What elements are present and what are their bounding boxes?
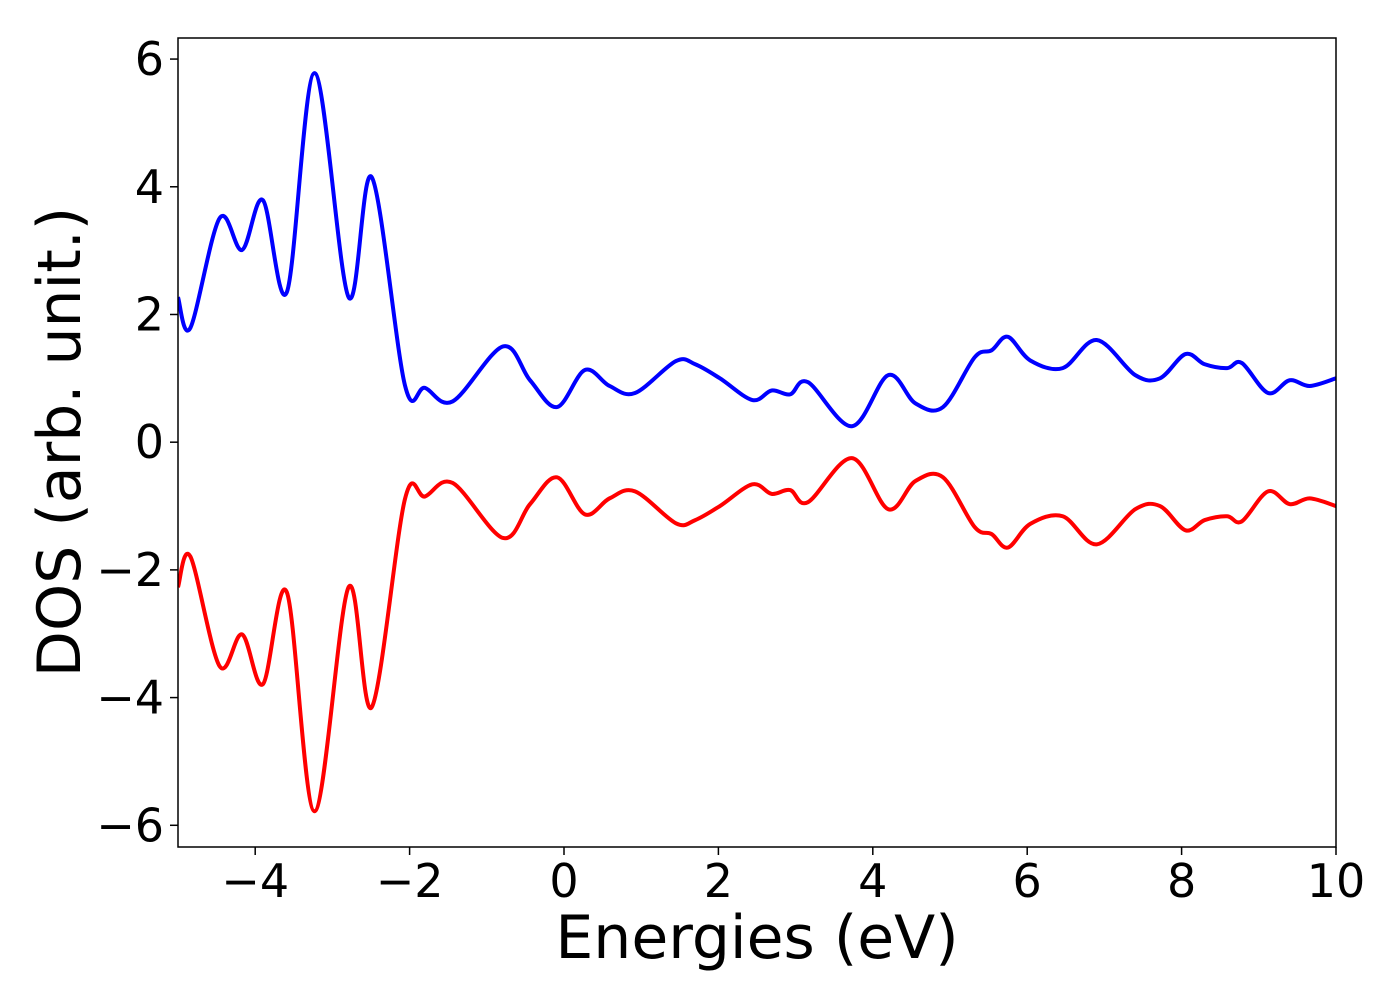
y-tick-label: −6 [96, 798, 164, 852]
y-tick-label: 2 [135, 287, 164, 341]
x-tick-label: 2 [704, 854, 733, 908]
line-series [178, 456, 1336, 814]
y-axis-label: DOS (arb. unit.) [25, 207, 95, 677]
x-tick-label: 4 [858, 854, 887, 908]
line-series [178, 71, 1336, 429]
y-tick-label: −2 [96, 543, 164, 597]
x-tick-label: 8 [1167, 854, 1196, 908]
y-tick-label: −4 [96, 671, 164, 725]
x-tick-label: 0 [549, 854, 578, 908]
x-tick-label: −4 [221, 854, 289, 908]
y-tick-label: 4 [135, 160, 164, 214]
x-tick-label: −2 [376, 854, 444, 908]
y-tick-label: 6 [135, 32, 164, 86]
x-tick-label: 10 [1307, 854, 1366, 908]
plot-frame [177, 37, 1337, 848]
x-axis-label: Energies (eV) [555, 903, 958, 973]
y-tick-label: 0 [135, 415, 164, 469]
x-tick-label: 6 [1013, 854, 1042, 908]
